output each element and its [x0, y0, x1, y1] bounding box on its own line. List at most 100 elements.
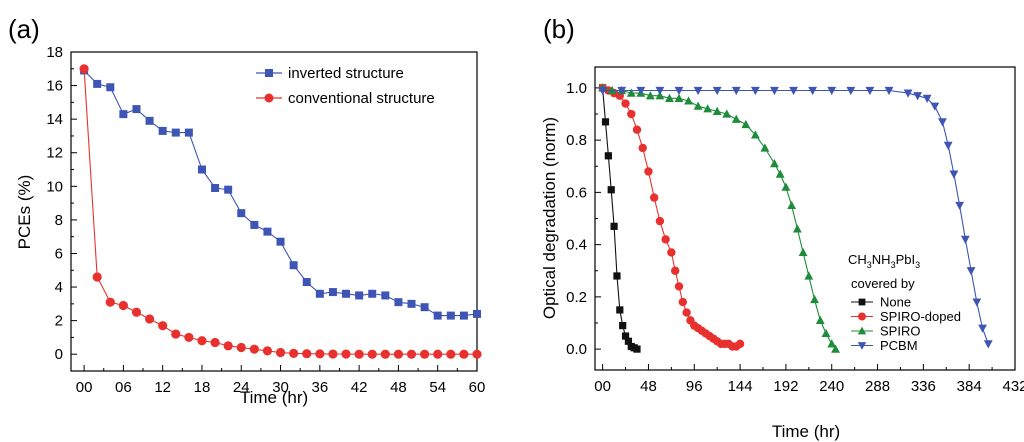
b-x-tick-label: 240 [819, 378, 844, 395]
b-point-none [613, 272, 620, 279]
a-point-conventional-structure [119, 301, 128, 310]
a-point-inverted-structure [185, 129, 193, 137]
a-y-tick-label: 6 [55, 245, 63, 262]
panel-a-y-ticks: 0 2 4 6 8 10 12 14 16 18 [46, 44, 77, 363]
b-point-spiro [732, 115, 741, 123]
b-point-spiro-doped [679, 298, 687, 306]
a-x-tick-label: 18 [194, 379, 211, 396]
a-point-inverted-structure [447, 312, 455, 320]
legend-label-conventional: conventional structure [288, 90, 435, 107]
b-x-tick-label: 432 [1002, 378, 1024, 395]
b-point-spiro [770, 159, 779, 167]
b-point-pcbm [950, 170, 959, 178]
a-x-tick-label: 42 [351, 379, 368, 396]
a-point-inverted-structure [172, 129, 180, 137]
b-y-tick-label: 0.8 [566, 132, 587, 149]
a-y-tick-label: 4 [55, 279, 63, 296]
panel-a-series [79, 64, 481, 359]
b-point-spiro-doped [644, 167, 652, 175]
panel-b-y-axis-title: Optical degradation (norm) [540, 117, 559, 319]
b-point-spiro [816, 316, 825, 324]
a-point-inverted-structure [290, 261, 298, 269]
a-y-tick-label: 16 [46, 78, 63, 95]
a-point-conventional-structure [171, 329, 180, 338]
a-point-conventional-structure [472, 350, 481, 359]
b-point-spiro [776, 169, 785, 177]
b-point-none [616, 306, 623, 313]
a-point-inverted-structure [342, 290, 350, 298]
b-point-spiro-doped [682, 308, 690, 316]
a-point-conventional-structure [407, 350, 416, 359]
a-y-tick-label: 8 [55, 212, 63, 229]
a-point-inverted-structure [106, 83, 114, 91]
b-point-spiro-doped [633, 125, 641, 133]
a-point-conventional-structure [446, 350, 455, 359]
legend-label-spiro: SPIRO [880, 324, 920, 339]
a-x-tick-label: 06 [115, 379, 132, 396]
a-point-conventional-structure [381, 350, 390, 359]
legend-label-inverted: inverted structure [288, 65, 404, 82]
a-y-tick-label: 2 [55, 313, 63, 330]
a-point-inverted-structure [460, 312, 468, 320]
legend-subtitle: covered by [851, 276, 915, 291]
legend-marker-none [859, 299, 866, 306]
b-y-tick-label: 0.2 [566, 289, 587, 306]
a-point-inverted-structure [237, 209, 245, 217]
b-y-tick-label: 0.0 [566, 341, 587, 358]
panel-a-y-axis-title: PCEs (%) [15, 175, 34, 250]
legend-label-pcbm: PCBM [880, 338, 918, 353]
b-point-spiro-doped [675, 282, 683, 290]
panel-b: (b) 0.0 0.2 0.4 0.6 0.8 1.0 00 48 96 144 192 240 28… [540, 14, 1024, 441]
a-point-inverted-structure [119, 110, 127, 118]
a-point-inverted-structure [198, 166, 206, 174]
b-x-tick-label: 192 [773, 378, 798, 395]
b-point-spiro-doped [656, 217, 664, 225]
a-point-conventional-structure [420, 350, 429, 359]
b-point-spiro [810, 295, 819, 303]
legend-title-compound: CH3NH3PbI3 [848, 252, 920, 270]
b-point-pcbm [978, 325, 987, 333]
a-point-conventional-structure [276, 348, 285, 357]
panel-b-x-ticks: 00 48 96 144 192 240 288 336 384 432 [594, 364, 1024, 395]
a-point-inverted-structure [263, 228, 271, 236]
panel-b-y-ticks: 0.00.20.40.60.81.0 [566, 80, 601, 358]
a-point-inverted-structure [277, 238, 285, 246]
a-series-line-conventional-structure [84, 69, 477, 354]
b-point-spiro-doped [650, 193, 658, 201]
a-point-inverted-structure [421, 303, 429, 311]
a-y-tick-label: 18 [46, 44, 63, 61]
b-point-spiro-doped [671, 267, 679, 275]
a-y-tick-label: 14 [46, 111, 63, 128]
a-point-conventional-structure [132, 308, 141, 317]
legend-label-none: None [880, 295, 911, 310]
a-point-inverted-structure [394, 298, 402, 306]
b-point-spiro-doped [639, 144, 647, 152]
a-y-tick-label: 0 [55, 346, 63, 363]
a-point-inverted-structure [408, 300, 416, 308]
b-point-pcbm [984, 340, 993, 348]
panel-a-x-axis-title: Time (hr) [240, 388, 308, 407]
legend-marker-spiro-doped [858, 313, 866, 321]
b-point-spiro [787, 201, 796, 209]
a-point-conventional-structure [433, 350, 442, 359]
b-point-spiro-doped [621, 99, 629, 107]
b-point-spiro-doped [736, 340, 744, 348]
a-point-conventional-structure [158, 321, 167, 330]
a-point-inverted-structure [434, 312, 442, 320]
b-point-spiro-doped [661, 235, 669, 243]
b-point-pcbm [930, 103, 939, 111]
b-point-none [610, 223, 617, 230]
a-point-conventional-structure [106, 298, 115, 307]
b-x-tick-label: 144 [728, 378, 753, 395]
a-x-tick-label: 12 [154, 379, 171, 396]
a-point-conventional-structure [184, 333, 193, 342]
a-point-inverted-structure [132, 105, 140, 113]
a-point-conventional-structure [197, 336, 206, 345]
a-point-conventional-structure [93, 272, 102, 281]
b-point-pcbm [967, 267, 976, 275]
a-point-inverted-structure [303, 278, 311, 286]
a-point-conventional-structure [224, 341, 233, 350]
legend-label-spiro-doped: SPIRO-doped [880, 309, 961, 324]
a-x-tick-label: 60 [469, 379, 486, 396]
